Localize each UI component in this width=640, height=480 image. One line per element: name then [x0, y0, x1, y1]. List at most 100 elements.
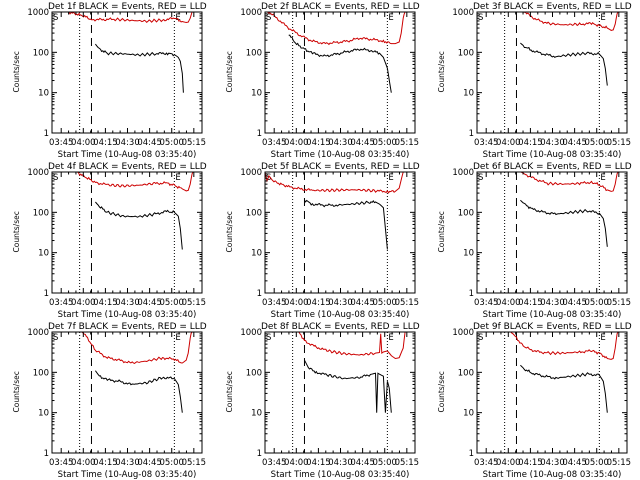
plot-frame — [51, 171, 203, 294]
y-tick-label: 1000 — [240, 328, 262, 338]
x-tick-label: 03:45 — [49, 138, 74, 148]
y-tick-label: 1 — [469, 129, 474, 139]
y-tick-label: 100 — [458, 48, 474, 58]
y-tick-label: 1000 — [452, 168, 474, 178]
x-tick-label: 03:45 — [262, 458, 287, 468]
y-tick-label: 1000 — [27, 168, 49, 178]
chart-title: Det 4f BLACK = Events, RED = LLD — [48, 162, 207, 172]
y-tick-label: 1 — [44, 289, 49, 299]
y-axis-label: Counts/sec — [437, 211, 446, 252]
x-tick-label: 04:30 — [115, 458, 140, 468]
plot-frame — [264, 331, 416, 454]
y-tick-label: 1 — [469, 449, 474, 459]
events-series-line — [95, 201, 183, 250]
lld-series-line — [516, 12, 620, 31]
x-tick-label: 04:45 — [350, 458, 375, 468]
y-tick-label: 1 — [257, 289, 262, 299]
marker-label-e: E — [175, 173, 180, 183]
x-tick-label: 04:15 — [306, 458, 331, 468]
x-tick-label: 05:15 — [395, 298, 420, 308]
lld-series-line — [296, 332, 408, 360]
marker-label-s: S — [478, 173, 483, 183]
x-tick-label: 04:45 — [350, 138, 375, 148]
x-tick-label: 03:45 — [49, 458, 74, 468]
x-tick-label: 04:15 — [93, 298, 118, 308]
chart-panel: Det 7f BLACK = Events, RED = LLD Counts/s… — [12, 322, 207, 480]
marker-label-e: E — [175, 333, 180, 343]
marker-label-e: E — [600, 13, 605, 23]
x-tick-label: 05:00 — [159, 138, 184, 148]
x-axis-label: Start Time (10-Aug-08 03:35:40) — [58, 150, 197, 160]
x-tick-label: 03:45 — [262, 138, 287, 148]
x-tick-label: 04:00 — [284, 138, 309, 148]
x-axis-label: Start Time (10-Aug-08 03:35:40) — [271, 150, 410, 160]
y-tick-label: 10 — [463, 89, 474, 99]
chart-title: Det 6f BLACK = Events, RED = LLD — [473, 162, 632, 172]
marker-label-s: S — [266, 13, 271, 23]
chart-panel: Det 3f BLACK = Events, RED = LLD Counts/s… — [437, 2, 632, 160]
marker-label-s: S — [53, 13, 58, 23]
plot-frame — [476, 171, 628, 294]
x-tick-label: 04:00 — [496, 138, 521, 148]
x-tick-label: 04:00 — [496, 458, 521, 468]
y-tick-label: 10 — [251, 89, 262, 99]
chart-panel: Det 4f BLACK = Events, RED = LLD Counts/s… — [12, 162, 207, 320]
y-tick-label: 10 — [38, 89, 49, 99]
y-tick-label: 1000 — [27, 8, 49, 18]
y-tick-label: 100 — [246, 208, 262, 218]
y-axis-label: Counts/sec — [12, 371, 21, 412]
lld-series-line — [265, 12, 408, 46]
events-series-line — [95, 43, 184, 93]
lld-series-line — [71, 172, 195, 192]
x-tick-label: 04:45 — [137, 458, 162, 468]
x-tick-label: 05:00 — [372, 458, 397, 468]
x-tick-label: 04:00 — [284, 298, 309, 308]
plot-frame — [51, 11, 203, 134]
lld-series-line — [508, 332, 620, 360]
chart-title: Det 2f BLACK = Events, RED = LLD — [261, 2, 420, 12]
x-tick-label: 05:15 — [607, 298, 632, 308]
chart-panel: Det 2f BLACK = Events, RED = LLD Counts/s… — [225, 2, 420, 160]
marker-label-s: S — [266, 333, 271, 343]
marker-label-s: S — [266, 173, 271, 183]
y-tick-label: 10 — [251, 409, 262, 419]
x-tick-label: 05:00 — [159, 458, 184, 468]
chart-title: Det 7f BLACK = Events, RED = LLD — [48, 322, 207, 332]
x-tick-label: 03:45 — [474, 458, 499, 468]
events-series-line — [304, 199, 388, 250]
x-tick-label: 04:30 — [540, 458, 565, 468]
x-tick-label: 04:15 — [518, 298, 543, 308]
marker-label-s: S — [478, 13, 483, 23]
x-tick-label: 05:15 — [607, 138, 632, 148]
marker-label-e: E — [175, 13, 180, 23]
y-tick-label: 100 — [33, 48, 49, 58]
plot-frame — [264, 171, 416, 294]
y-tick-label: 1 — [44, 129, 49, 139]
x-tick-label: 04:15 — [518, 138, 543, 148]
y-tick-label: 1 — [44, 449, 49, 459]
x-tick-label: 03:45 — [49, 298, 74, 308]
events-series-line — [288, 34, 392, 93]
chart-title: Det 3f BLACK = Events, RED = LLD — [473, 2, 632, 12]
chart-title: Det 1f BLACK = Events, RED = LLD — [48, 2, 207, 12]
y-tick-label: 1000 — [452, 328, 474, 338]
x-tick-label: 05:00 — [159, 298, 184, 308]
x-tick-label: 04:30 — [540, 138, 565, 148]
x-axis-label: Start Time (10-Aug-08 03:35:40) — [483, 310, 622, 320]
marker-label-s: S — [53, 333, 58, 343]
lld-series-line — [52, 12, 195, 24]
x-tick-label: 04:30 — [328, 458, 353, 468]
lld-series-line — [79, 332, 195, 364]
x-tick-label: 05:15 — [395, 458, 420, 468]
chart-panel: Det 6f BLACK = Events, RED = LLD Counts/s… — [437, 162, 632, 320]
x-tick-label: 05:15 — [607, 458, 632, 468]
x-tick-label: 03:45 — [262, 298, 287, 308]
lld-series-line — [516, 172, 620, 192]
events-series-line — [520, 42, 608, 86]
y-tick-label: 100 — [246, 48, 262, 58]
y-axis-label: Counts/sec — [225, 211, 234, 252]
marker-label-e: E — [388, 13, 393, 23]
y-tick-label: 10 — [463, 409, 474, 419]
events-series-line — [304, 359, 392, 413]
x-tick-label: 04:00 — [71, 298, 96, 308]
